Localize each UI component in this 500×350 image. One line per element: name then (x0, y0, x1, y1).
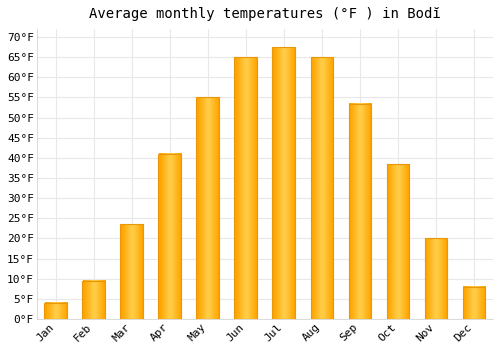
Bar (348, 104, 372, 319)
Bar (120, 224, 143, 319)
Title: Average monthly temperatures (°F ) in Bodĭ: Average monthly temperatures (°F ) in Bo… (89, 7, 441, 21)
Bar (462, 287, 485, 319)
Bar (424, 238, 448, 319)
Bar (310, 57, 334, 319)
Bar (158, 154, 181, 319)
Bar (44, 303, 67, 319)
Bar (272, 47, 295, 319)
Bar (196, 98, 220, 319)
Bar (82, 281, 105, 319)
Bar (386, 164, 409, 319)
Bar (234, 57, 258, 319)
